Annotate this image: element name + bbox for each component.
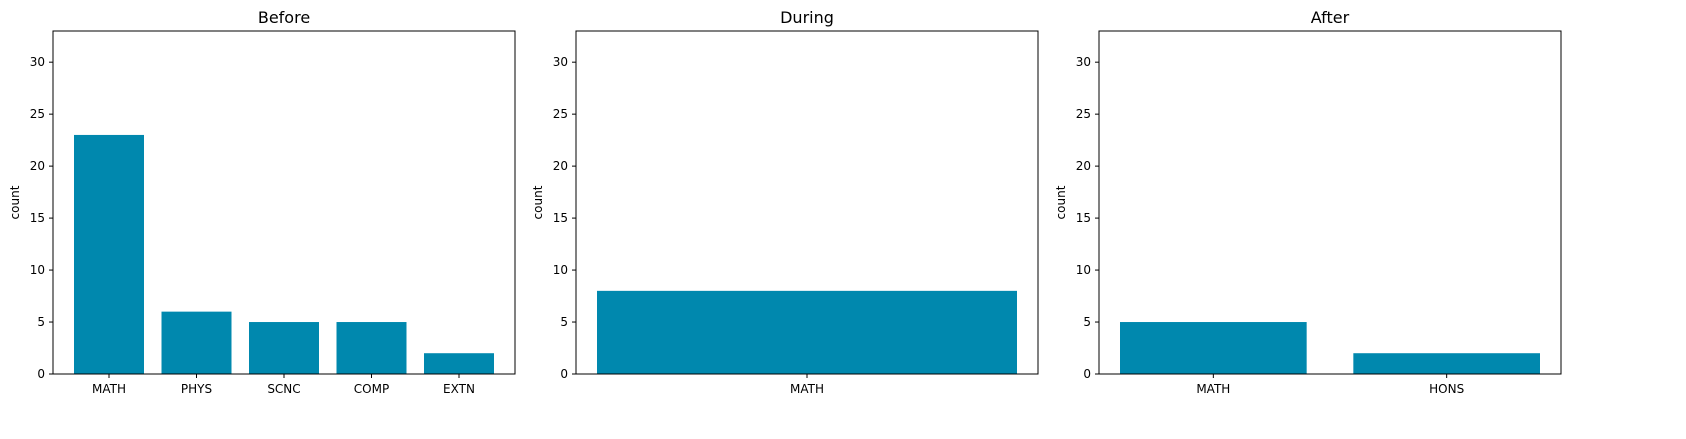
y-tick-label: 20	[30, 159, 45, 173]
x-tick-label: HONS	[1429, 382, 1464, 396]
bar-phys	[161, 311, 232, 374]
y-tick-label: 0	[1083, 367, 1091, 381]
y-axis-label: count	[8, 185, 22, 219]
y-tick-label: 10	[1076, 263, 1091, 277]
chart-title: Before	[258, 8, 310, 27]
y-tick-label: 0	[37, 367, 45, 381]
bar-scnc	[249, 322, 319, 374]
chart-panel-0: MATH PHYS SCNC COMP EXTN 0 5 10 15 20 25 30 Before co…	[8, 8, 516, 396]
x-tick-label: EXTN	[443, 382, 475, 396]
y-tick-label: 25	[553, 107, 568, 121]
y-tick-label: 5	[1083, 315, 1091, 329]
axes-frame	[1098, 30, 1562, 375]
y-axis-label: count	[1054, 185, 1068, 219]
x-tick-label: MATH	[92, 382, 126, 396]
bar-math	[1120, 322, 1307, 374]
y-tick-label: 15	[30, 211, 45, 225]
y-tick-label: 20	[1076, 159, 1091, 173]
y-tick-label: 30	[1076, 55, 1091, 69]
y-tick-label: 30	[553, 55, 568, 69]
bar-math	[74, 134, 144, 374]
y-axis-label: count	[531, 185, 545, 219]
x-tick-label: MATH	[1196, 382, 1230, 396]
y-tick-label: 25	[1076, 107, 1091, 121]
axes-frame	[52, 30, 516, 375]
chart-panel-1: MATH 0 5 10 15 20 25 30 During count	[531, 8, 1039, 396]
chart-panel-2: MATH HONS 0 5 10 15 20 25 30 After count	[1054, 8, 1562, 396]
chart-title: During	[780, 8, 834, 27]
y-tick-label: 30	[30, 55, 45, 69]
y-tick-label: 25	[30, 107, 45, 121]
bar-extn	[424, 353, 494, 374]
bar-comp	[336, 322, 407, 374]
x-tick-label: COMP	[354, 382, 389, 396]
y-tick-label: 5	[560, 315, 568, 329]
y-tick-label: 5	[37, 315, 45, 329]
y-tick-label: 20	[553, 159, 568, 173]
y-tick-label: 0	[560, 367, 568, 381]
y-tick-label: 10	[553, 263, 568, 277]
axes-frame	[575, 30, 1039, 375]
x-tick-label: SCNC	[267, 382, 300, 396]
x-tick-label: PHYS	[181, 382, 212, 396]
x-tick-label: MATH	[790, 382, 824, 396]
chart-title: After	[1311, 8, 1350, 27]
y-tick-label: 10	[30, 263, 45, 277]
bar-math	[597, 290, 1017, 374]
y-tick-label: 15	[553, 211, 568, 225]
y-tick-label: 15	[1076, 211, 1091, 225]
bar-hons	[1353, 353, 1540, 374]
